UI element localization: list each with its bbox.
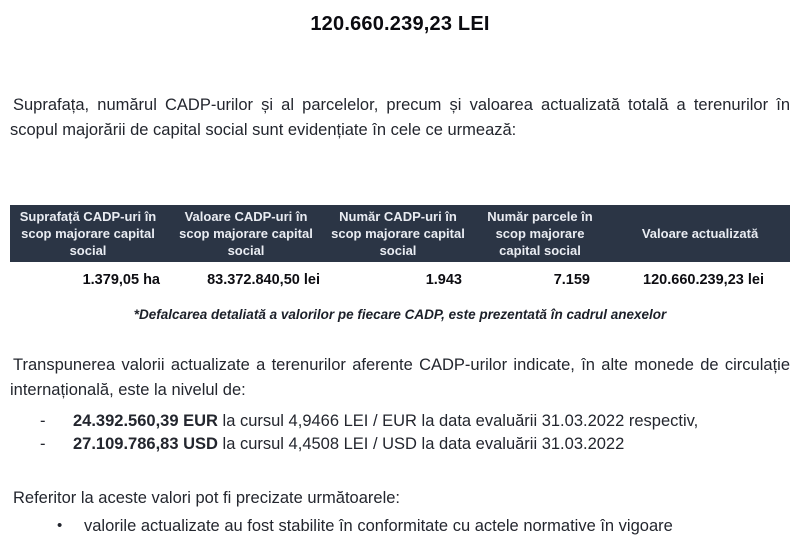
- exchange-eur-text: 24.392.560,39 EUR la cursul 4,9466 LEI /…: [73, 410, 698, 433]
- exchange-usd-text: 27.109.786,83 USD la cursul 4,4508 LEI /…: [73, 433, 624, 456]
- header-valoare: Valoare CADP-uri în scop majorare capita…: [179, 209, 313, 258]
- cell-valoare-actualizata: 120.660.239,23 lei: [643, 271, 764, 288]
- header-suprafata: Suprafață CADP-uri în scop majorare capi…: [19, 209, 157, 258]
- table-row: 1.379,05 ha 83.372.840,50 lei 1.943 7.15…: [10, 262, 790, 297]
- cell-valoare: 83.372.840,50 lei: [207, 271, 320, 288]
- cell-numar-cadp: 1.943: [425, 271, 462, 288]
- cadp-summary-table: Suprafață CADP-uri în scop majorare capi…: [10, 205, 790, 297]
- header-numar-cadp: Număr CADP-uri în scop majorare capital …: [331, 209, 465, 258]
- table-footnote: *Defalcarea detaliată a valorilor pe fie…: [133, 307, 667, 322]
- list-item: - 27.109.786,83 USD la cursul 4,4508 LEI…: [10, 433, 790, 456]
- eur-detail: la cursul 4,9466 LEI / EUR la data evalu…: [217, 412, 699, 430]
- transpose-paragraph: Transpunerea valorii actualizate a teren…: [10, 356, 790, 399]
- eur-amount: 24.392.560,39 EUR: [73, 412, 218, 430]
- dash-marker: -: [40, 435, 46, 453]
- cell-suprafata: 1.379,05 ha: [82, 271, 160, 288]
- page-title: 120.660.239,23 LEI: [310, 13, 490, 35]
- remarks-list: • valorile actualizate au fost stabilite…: [10, 515, 790, 537]
- table-header-row: Suprafață CADP-uri în scop majorare capi…: [10, 205, 790, 262]
- header-numar-parcele: Număr parcele în scop majorare capital s…: [487, 209, 593, 258]
- intro-paragraph: Suprafața, numărul CADP-urilor și al par…: [10, 96, 790, 139]
- referitor-paragraph: Referitor la aceste valori pot fi preciz…: [13, 489, 401, 507]
- remark-text: valorile actualizate au fost stabilite î…: [84, 517, 673, 535]
- cell-numar-parcele: 7.159: [553, 271, 590, 288]
- bullet-marker: •: [57, 517, 63, 534]
- list-item: • valorile actualizate au fost stabilite…: [10, 515, 790, 537]
- header-valoare-actualizata: Valoare actualizată: [641, 226, 759, 241]
- exchange-list: - 24.392.560,39 EUR la cursul 4,9466 LEI…: [10, 410, 790, 456]
- list-item: - 24.392.560,39 EUR la cursul 4,9466 LEI…: [10, 410, 790, 433]
- usd-amount: 27.109.786,83 USD: [73, 435, 218, 453]
- usd-detail: la cursul 4,4508 LEI / USD la data evalu…: [217, 435, 625, 453]
- dash-marker: -: [40, 412, 46, 430]
